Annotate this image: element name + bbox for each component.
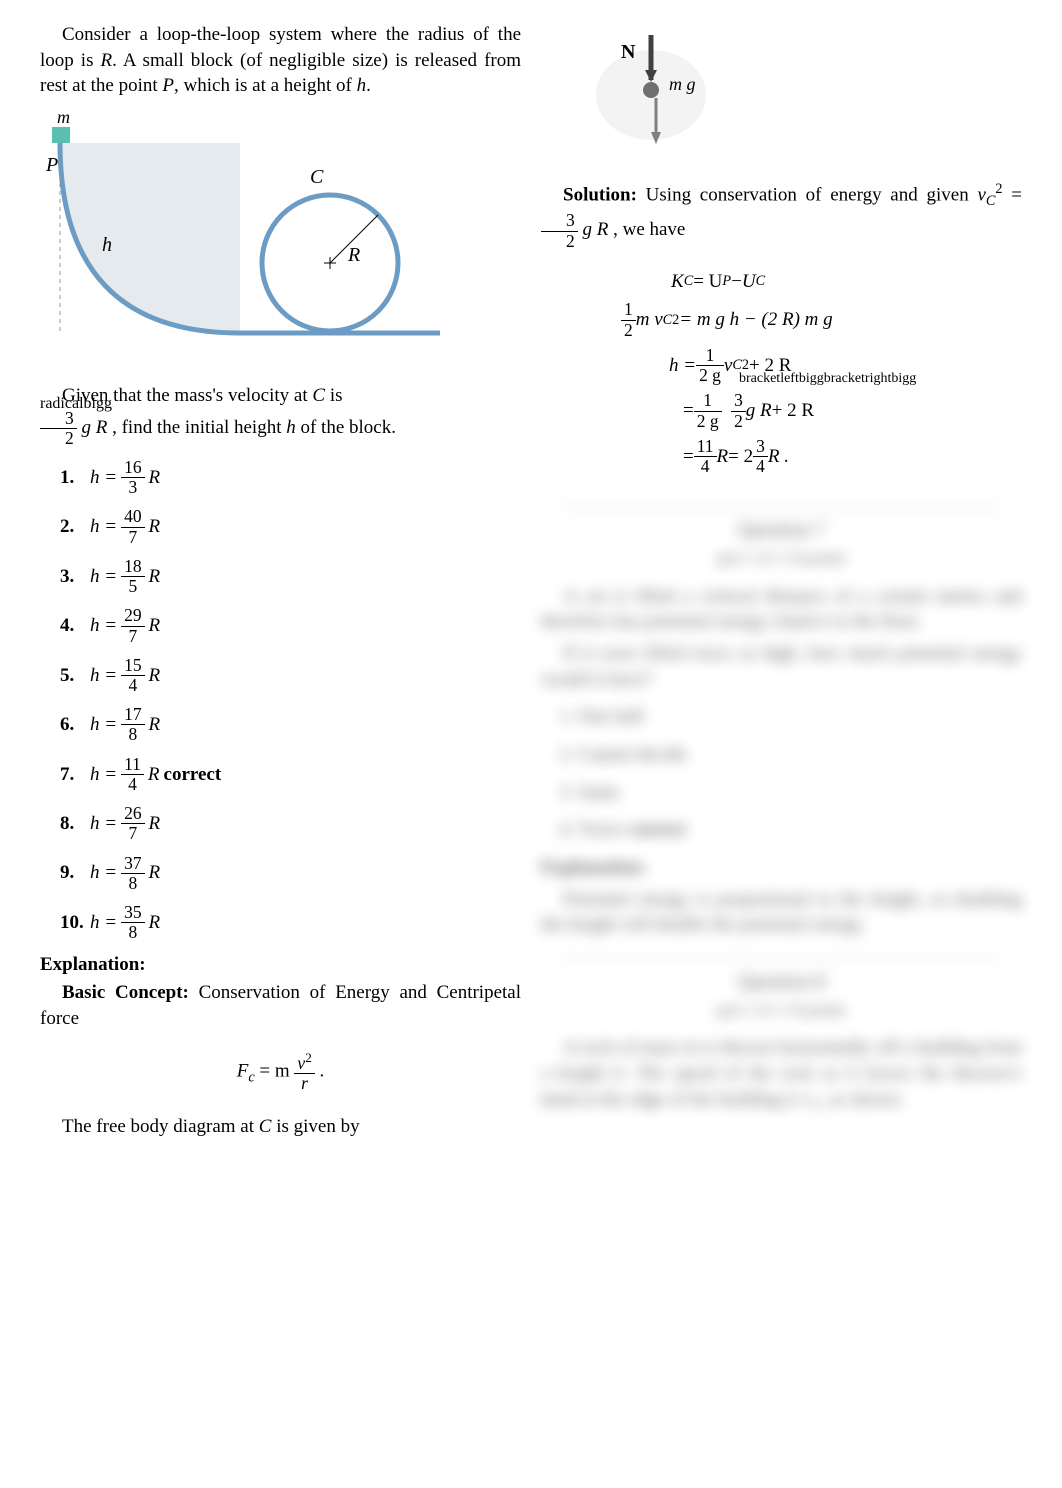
- basic-concept: Basic Concept: Conservation of Energy an…: [40, 980, 521, 1031]
- blurred-content: Question 7 part 1 of 1 10 points A cat i…: [541, 506, 1022, 1112]
- eq-line-2: 12 m vC2 = m g h − (2 R) m g: [621, 300, 1022, 339]
- explanation-heading: Explanation:: [40, 952, 521, 978]
- option-4: 4.h = 297 R: [60, 606, 521, 645]
- radicalbigg-glitch: radicalbigg: [18, 393, 112, 415]
- eq-line-1: KC = UP − UC: [671, 269, 1022, 295]
- left-column: Consider a loop-the-loop system where th…: [30, 20, 531, 1468]
- option-6: 6.h = 178 R: [60, 705, 521, 744]
- option-10: 10.h = 358 R: [60, 903, 521, 942]
- loop-diagram: m P C h R: [40, 103, 521, 353]
- option-3: 3.h = 185 R: [60, 557, 521, 596]
- option-2: 2.h = 407 R: [60, 507, 521, 546]
- option-7: 7.h = 114 R correct: [60, 755, 521, 794]
- option-1: 1.h = 163 R: [60, 458, 521, 497]
- svg-text:N: N: [621, 41, 636, 63]
- free-body-diagram: N m g: [541, 20, 1022, 170]
- fbd-intro: The free body diagram at C is given by: [40, 1114, 521, 1140]
- right-column: N m g Solution: Using conservation of en…: [531, 20, 1032, 1468]
- options-list: 1.h = 163 R 2.h = 407 R 3.h = 185 R 4.h …: [40, 458, 521, 942]
- bracket-glitch: bracketleftbiggbracketrightbigg: [739, 370, 916, 389]
- label-h: h: [102, 234, 112, 256]
- label-C: C: [310, 166, 324, 188]
- given-text: radicalbigg Given that the mass's veloci…: [40, 383, 521, 448]
- option-8: 8.h = 267 R: [60, 804, 521, 843]
- svg-text:m g: m g: [669, 74, 696, 94]
- option-9: 9.h = 378 R: [60, 854, 521, 893]
- derivation-block: KC = UP − UC 12 m vC2 = m g h − (2 R) m …: [621, 269, 1022, 476]
- solution-text: Solution: Using conservation of energy a…: [541, 180, 1022, 251]
- eq-line-5: = 114 R = 234 R .: [683, 437, 1022, 476]
- option-5: 5.h = 154 R: [60, 656, 521, 695]
- label-R: R: [347, 244, 360, 266]
- label-P: P: [45, 154, 58, 176]
- eq-line-3: h = 12 g vC2 + 2 R bracketleftbiggbracke…: [669, 346, 1022, 385]
- label-m: m: [57, 107, 70, 127]
- eq-line-4: = 12 g 32 g R + 2 R: [683, 391, 1022, 430]
- problem-intro: Consider a loop-the-loop system where th…: [40, 22, 521, 99]
- centripetal-equation: Fc = m v2r .: [40, 1051, 521, 1093]
